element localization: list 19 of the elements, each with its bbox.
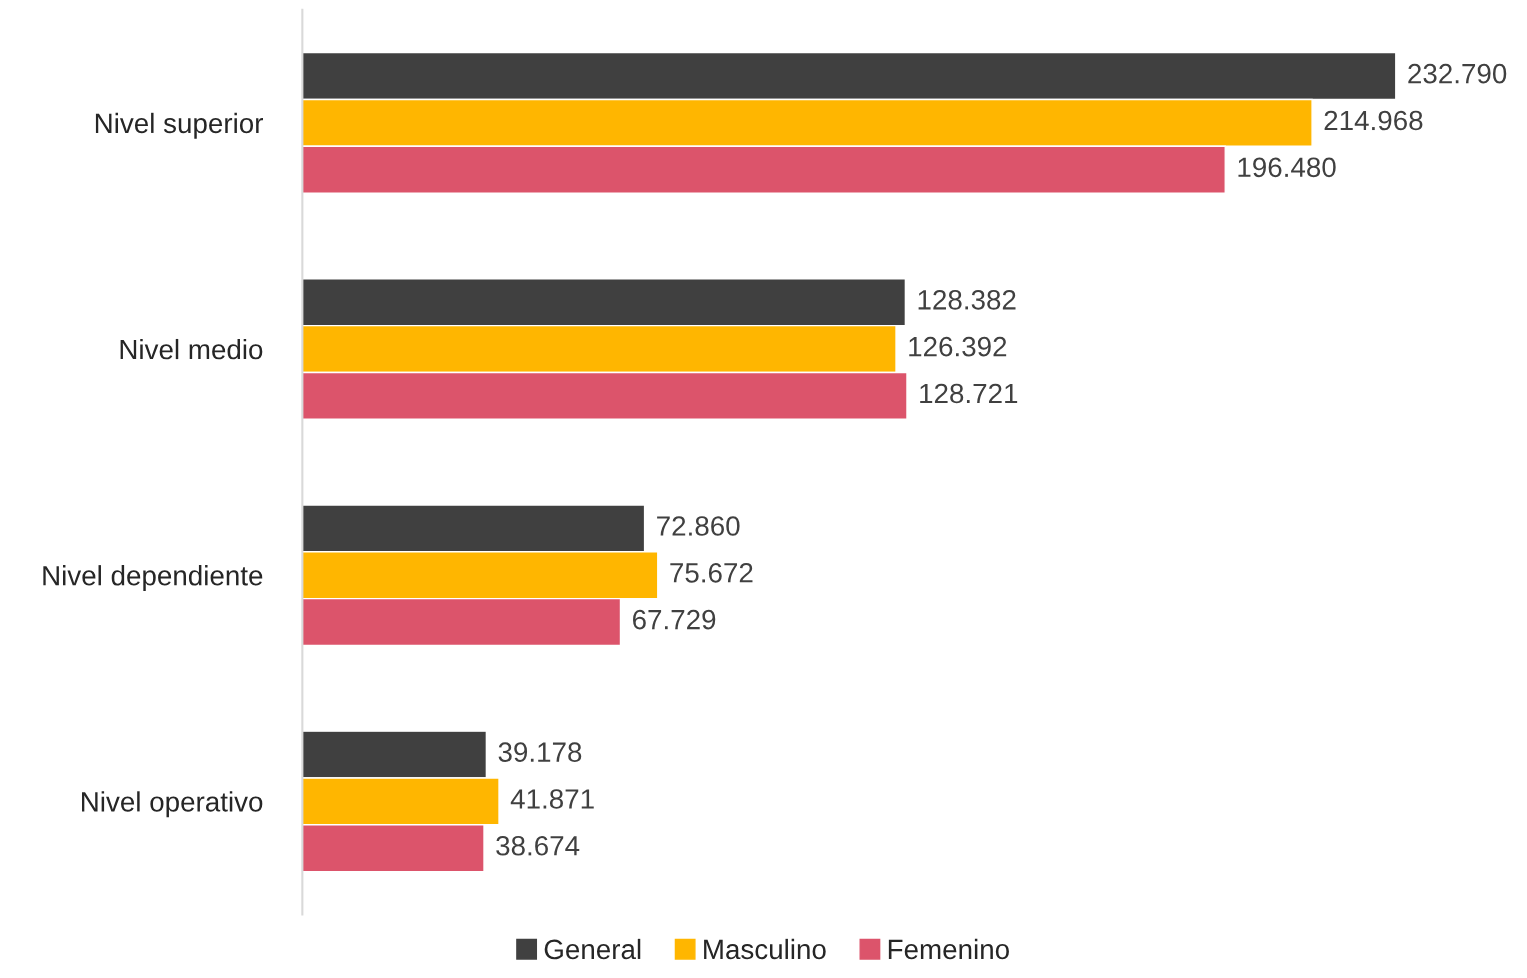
data-label: 128.721 bbox=[920, 383, 1018, 404]
legend-label: Masculino bbox=[704, 938, 826, 960]
data-label: 126.392 bbox=[909, 336, 1007, 357]
data-label: 75.672 bbox=[670, 562, 753, 583]
data-label: 72.860 bbox=[657, 516, 740, 536]
legend-label: Femenino bbox=[888, 938, 1009, 960]
y-tick-label: Nivel medio bbox=[120, 338, 263, 360]
data-label: 128.382 bbox=[918, 289, 1016, 310]
data-label: 39.178 bbox=[498, 742, 582, 762]
y-tick-label: Nivel dependiente bbox=[43, 565, 263, 592]
data-label: 232.790 bbox=[1408, 63, 1507, 84]
y-tick-label: Nivel superior bbox=[95, 112, 263, 139]
legend-label: General bbox=[544, 938, 641, 960]
data-label: 196.480 bbox=[1238, 157, 1336, 178]
data-label: 41.871 bbox=[510, 789, 594, 809]
data-label: 214.968 bbox=[1324, 110, 1423, 131]
data-label: 67.729 bbox=[633, 609, 716, 630]
y-tick-label: Nivel operativo bbox=[82, 791, 263, 818]
data-label: 38.674 bbox=[496, 835, 580, 856]
